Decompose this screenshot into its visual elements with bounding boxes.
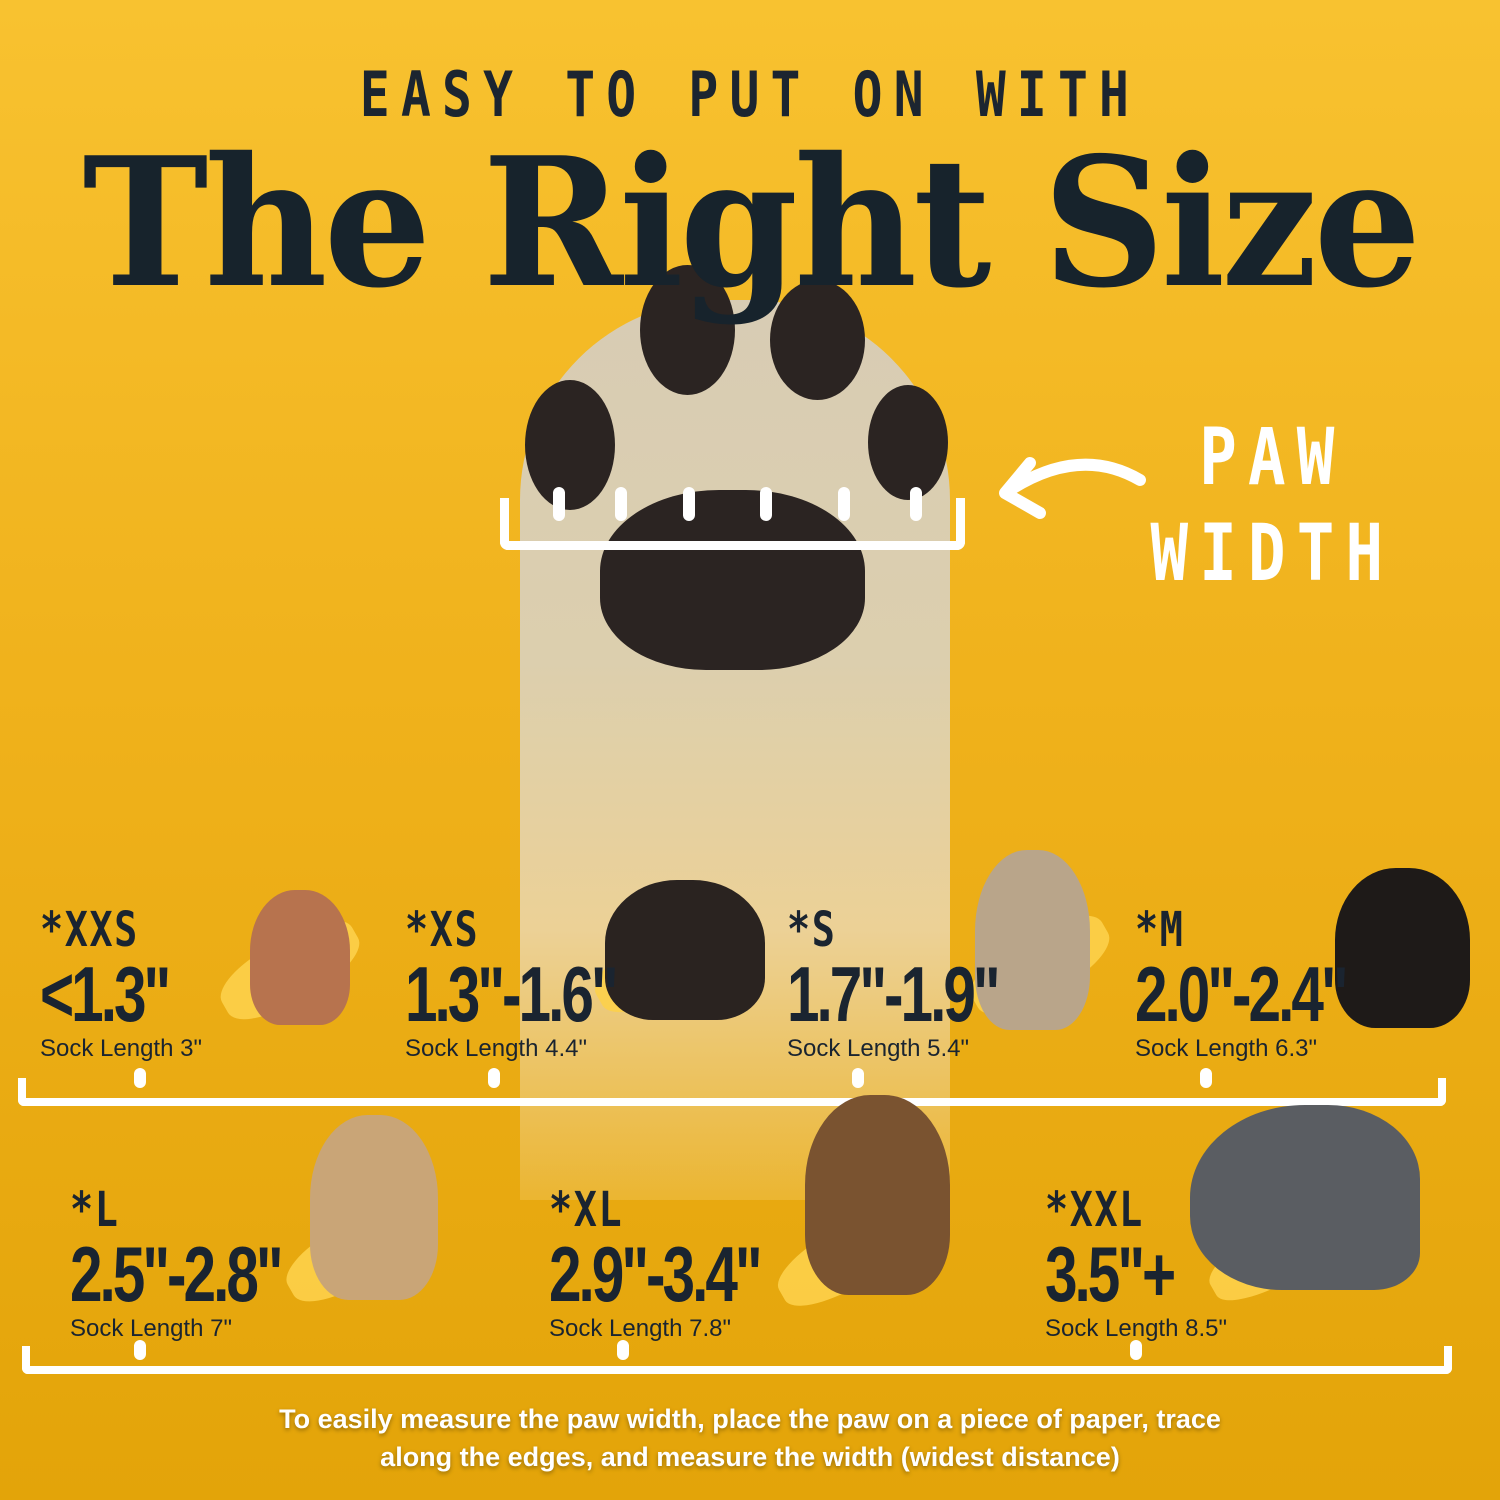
measure-instructions: To easily measure the paw width, place t… bbox=[279, 1404, 1221, 1472]
paw-width-ruler bbox=[500, 498, 965, 550]
arrow-left-icon bbox=[999, 457, 1146, 519]
size-xxs: *XXS <1.3" Sock Length 3" bbox=[40, 902, 202, 1062]
size-m: *M 2.0"-2.4" Sock Length 6.3" bbox=[1135, 902, 1349, 1062]
paw-pad-icon bbox=[868, 385, 948, 500]
paw-pad-icon bbox=[640, 265, 735, 395]
dog-photo-german-shepherd bbox=[805, 1095, 950, 1295]
size-ruler-row1 bbox=[18, 1078, 1446, 1106]
size-s: *S 1.7"-1.9" Sock Length 5.4" bbox=[787, 902, 1001, 1062]
paw-pad-icon bbox=[600, 490, 865, 670]
dog-photo-yorkshire-terrier bbox=[605, 880, 765, 1020]
dog-photo-bernese-mountain-dog bbox=[1335, 868, 1470, 1028]
page-title: The Right Size bbox=[82, 118, 1422, 327]
size-xxl: *XXL 3.5"+ Sock Length 8.5" bbox=[1045, 1182, 1227, 1342]
size-ruler-row2 bbox=[22, 1346, 1452, 1374]
paw-width-label: PAW WIDTH bbox=[1150, 413, 1395, 599]
size-l: *L 2.5"-2.8" Sock Length 7" bbox=[70, 1182, 284, 1342]
paw-pad-icon bbox=[525, 380, 615, 510]
dog-photo-french-bulldog bbox=[975, 850, 1090, 1030]
dog-photo-great-dane bbox=[1190, 1105, 1420, 1290]
paw-pad-icon bbox=[770, 280, 865, 400]
kicker-heading: EASY TO PUT ON WITH bbox=[359, 58, 1141, 131]
dog-photo-chihuahua bbox=[250, 890, 350, 1025]
dog-photo-golden-retriever bbox=[310, 1115, 438, 1300]
size-xl: *XL 2.9"-3.4" Sock Length 7.8" bbox=[549, 1182, 763, 1342]
size-xs: *XS 1.3"-1.6" Sock Length 4.4" bbox=[405, 902, 619, 1062]
